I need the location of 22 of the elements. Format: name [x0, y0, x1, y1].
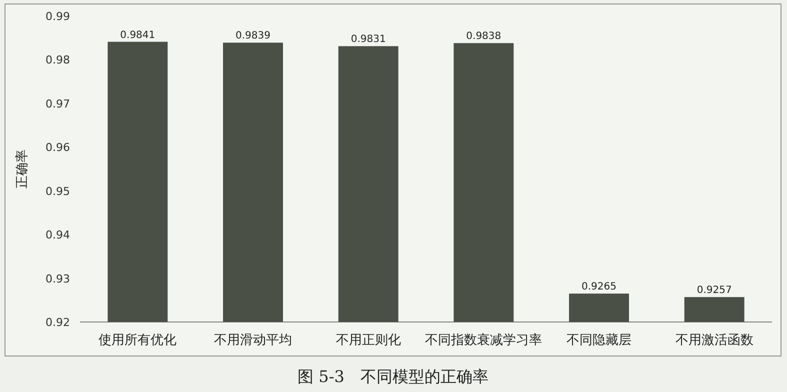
- x-tick-label: 不同指数衰减学习率: [425, 332, 542, 348]
- data-label: 0.9839: [236, 30, 270, 42]
- y-axis-title: 正确率: [14, 150, 30, 188]
- y-tick-label: 0.92: [46, 316, 70, 329]
- x-tick-label: 不用滑动平均: [214, 333, 292, 348]
- y-tick-label: 0.97: [46, 97, 70, 110]
- data-label: 0.9257: [696, 285, 732, 296]
- data-label: 0.9265: [582, 282, 616, 293]
- y-tick-label: 0.99: [46, 10, 70, 23]
- x-tick-label: 使用所有优化: [98, 333, 177, 348]
- x-tick-label: 不用正则化: [336, 333, 401, 348]
- y-tick-label: 0.98: [46, 54, 70, 67]
- x-tick-label: 不用激活函数: [675, 333, 754, 348]
- data-label: 0.9831: [350, 34, 386, 46]
- y-tick-label: 0.96: [46, 141, 70, 154]
- y-tick-label: 0.94: [46, 228, 70, 242]
- y-tick-label: 0.95: [46, 184, 70, 198]
- data-label: 0.9838: [466, 31, 502, 42]
- y-tick-label: 0.93: [46, 272, 70, 286]
- text: 图 5-3 不同模型的正确率: [298, 367, 488, 386]
- data-label: 0.9841: [120, 30, 156, 41]
- x-tick-label: 不同隐藏层: [566, 333, 632, 348]
